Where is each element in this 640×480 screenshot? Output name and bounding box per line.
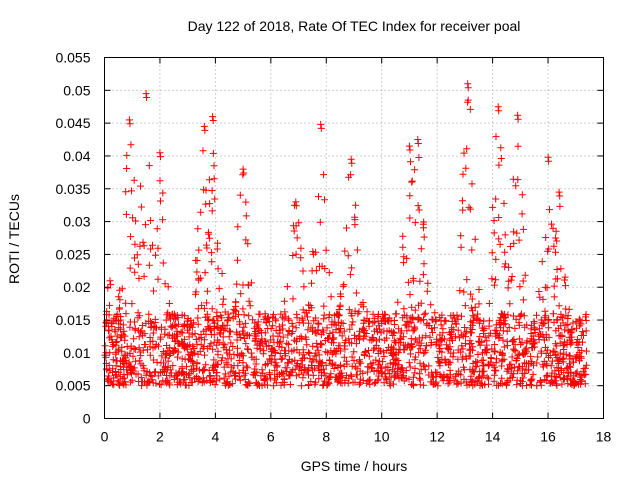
data-points xyxy=(101,80,590,390)
y-tick-label: 0.055 xyxy=(55,50,90,66)
x-tick-label: 2 xyxy=(156,429,164,445)
x-tick-label: 14 xyxy=(485,429,501,445)
x-tick-label: 4 xyxy=(211,429,219,445)
y-tick-label: 0.045 xyxy=(55,115,90,131)
y-axis-label: ROTI / TECUs xyxy=(6,194,22,284)
y-tick-label: 0.005 xyxy=(55,378,90,394)
x-tick-label: 18 xyxy=(596,429,612,445)
x-tick-label: 16 xyxy=(540,429,556,445)
x-axis-label: GPS time / hours xyxy=(301,458,408,474)
grid-lines xyxy=(104,57,604,419)
plot-frame xyxy=(104,57,604,419)
axis-tick-labels: 0 2 4 6 8 10 12 14 16 18 0 0.005 0.01 0.015 0.02 0.025 0… xyxy=(55,50,611,445)
x-tick-label: 6 xyxy=(267,429,275,445)
y-tick-label: 0 xyxy=(83,411,91,427)
y-tick-label: 0.015 xyxy=(55,312,90,328)
x-tick-label: 8 xyxy=(322,429,330,445)
y-tick-label: 0.025 xyxy=(55,246,90,262)
y-tick-label: 0.01 xyxy=(63,345,90,361)
y-tick-label: 0.04 xyxy=(63,148,90,164)
chart-title: Day 122 of 2018, Rate Of TEC Index for r… xyxy=(188,18,521,34)
y-tick-label: 0.02 xyxy=(63,279,90,295)
y-tick-label: 0.03 xyxy=(63,214,90,230)
x-tick-label: 12 xyxy=(429,429,445,445)
y-tick-label: 0.05 xyxy=(63,82,90,98)
x-tick-label: 0 xyxy=(101,429,109,445)
x-tick-label: 10 xyxy=(374,429,390,445)
y-tick-label: 0.035 xyxy=(55,181,90,197)
roti-series-points xyxy=(101,80,590,390)
